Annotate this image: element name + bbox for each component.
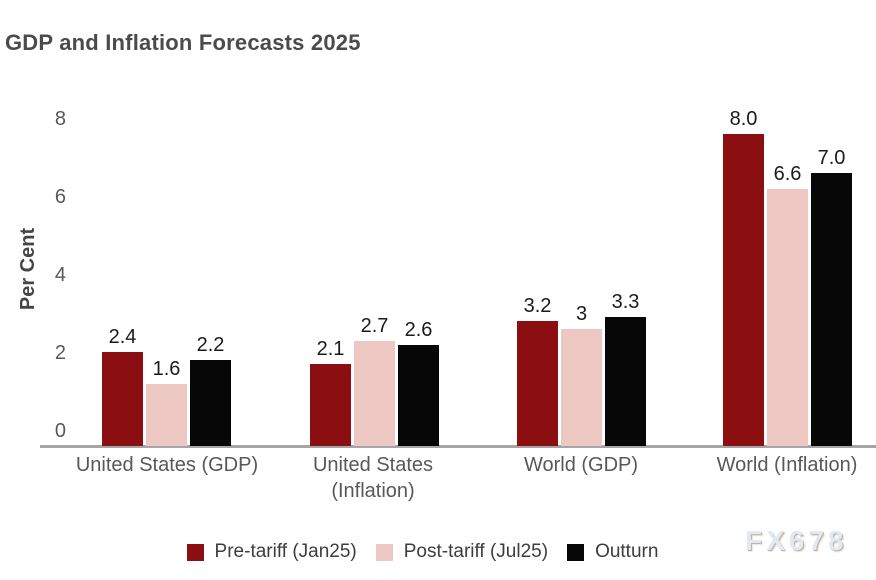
y-tick-label: 8 (54, 108, 66, 130)
bar (354, 341, 395, 446)
y-tick-label: 4 (54, 264, 66, 286)
bar (310, 364, 351, 446)
bar (398, 345, 439, 446)
x-axis-label: United States (Inflation) (312, 454, 434, 502)
bar (190, 360, 231, 446)
y-tick-label: 0 (54, 420, 66, 442)
bar (605, 317, 646, 446)
x-axis-label: World (Inflation) (716, 454, 858, 476)
chart-title: GDP and Inflation Forecasts 2025 (5, 30, 361, 55)
bar (767, 189, 808, 446)
legend-swatch (567, 543, 585, 561)
bar (811, 173, 852, 446)
bar (517, 321, 558, 446)
x-axis-label: United States (GDP) (75, 454, 259, 476)
bar-value-label: 2.2 (196, 334, 225, 356)
bar-value-label: 2.7 (360, 315, 389, 337)
bar-value-label: 2.6 (404, 319, 433, 341)
bar (723, 134, 764, 446)
x-axis-label: World (GDP) (523, 454, 639, 476)
bar-value-label: 3 (575, 303, 588, 325)
legend-item: Post-tariff (Jul25) (375, 541, 549, 563)
y-tick-label: 2 (54, 342, 66, 364)
bar-value-label: 2.4 (108, 326, 137, 348)
bar (102, 352, 143, 446)
bar-value-label: 3.2 (523, 295, 552, 317)
bar-value-label: 7.0 (817, 147, 846, 169)
legend-swatch (186, 543, 204, 561)
legend-item: Pre-tariff (Jan25) (186, 541, 357, 563)
bar-value-label: 6.6 (773, 163, 802, 185)
legend-item-label: Outturn (595, 541, 659, 562)
watermark: FX678 (745, 525, 848, 556)
bar-value-label: 1.6 (152, 358, 181, 380)
bar-value-label: 8.0 (729, 108, 758, 130)
legend-item-label: Post-tariff (Jul25) (403, 541, 549, 562)
x-axis-line (40, 445, 876, 448)
legend-item-label: Pre-tariff (Jan25) (214, 541, 357, 562)
legend: Pre-tariff (Jan25) Post-tariff (Jul25) Out… (0, 541, 845, 563)
y-tick-label: 6 (54, 186, 66, 208)
bar-value-label: 3.3 (611, 291, 640, 313)
bar (146, 384, 187, 446)
bar-value-label: 2.1 (316, 338, 345, 360)
bar (561, 329, 602, 446)
legend-item: Outturn (567, 541, 658, 563)
legend-swatch (375, 543, 393, 561)
